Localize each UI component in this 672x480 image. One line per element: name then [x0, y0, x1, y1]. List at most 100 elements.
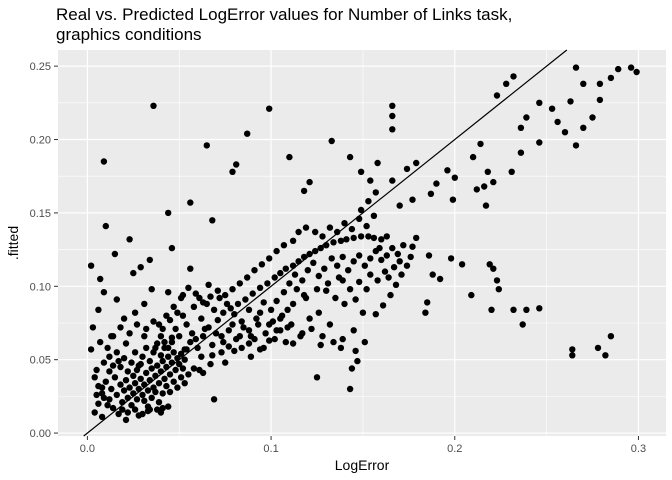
data-point — [447, 255, 455, 262]
data-point — [295, 228, 302, 236]
data-point — [117, 381, 124, 388]
data-point — [168, 244, 176, 252]
data-point — [179, 365, 187, 372]
data-point — [198, 315, 205, 322]
data-point — [256, 284, 264, 291]
data-point — [306, 250, 313, 258]
data-point — [159, 390, 166, 397]
data-point — [93, 391, 100, 399]
data-point — [277, 269, 284, 277]
data-point — [214, 287, 221, 294]
data-point — [115, 357, 122, 365]
data-point — [357, 206, 365, 214]
data-point — [207, 360, 214, 368]
data-point — [216, 294, 223, 302]
data-point — [589, 114, 596, 121]
data-point — [126, 384, 133, 391]
data-point — [220, 309, 227, 316]
data-point — [633, 68, 640, 76]
data-point — [321, 265, 328, 272]
data-point — [289, 340, 297, 347]
data-point — [335, 274, 343, 281]
data-point — [209, 352, 216, 359]
data-point — [106, 368, 113, 375]
data-point — [236, 280, 243, 287]
data-point — [148, 365, 155, 372]
data-point — [548, 105, 556, 112]
data-point — [300, 187, 308, 195]
data-point — [203, 142, 210, 149]
data-point — [398, 271, 405, 278]
data-point — [266, 105, 273, 112]
data-point — [172, 325, 179, 333]
data-point — [326, 321, 334, 328]
data-point — [117, 363, 124, 371]
data-point — [580, 80, 587, 88]
chart-title-line-1: Real vs. Predicted LogError values for N… — [56, 5, 513, 24]
data-point — [306, 315, 313, 322]
data-point — [128, 359, 135, 366]
data-point — [227, 305, 234, 312]
data-point — [170, 378, 177, 385]
data-point — [488, 306, 495, 313]
data-point — [383, 233, 390, 240]
data-point — [277, 315, 284, 322]
data-point — [572, 64, 580, 71]
data-point — [247, 353, 255, 360]
data-point — [473, 186, 480, 193]
data-point — [326, 224, 334, 231]
data-point — [120, 387, 128, 394]
data-point — [422, 309, 429, 316]
data-point — [174, 384, 181, 391]
data-point — [255, 321, 262, 328]
data-point — [308, 325, 315, 333]
data-point — [258, 261, 266, 268]
data-point — [168, 338, 176, 346]
data-point — [148, 286, 155, 293]
data-point — [196, 294, 203, 302]
data-point — [381, 268, 389, 275]
data-point — [596, 80, 604, 88]
data-point — [286, 153, 293, 161]
data-point — [343, 236, 350, 243]
data-point — [271, 335, 278, 343]
data-point — [111, 250, 119, 258]
data-point — [108, 333, 115, 340]
data-point — [108, 385, 115, 393]
data-point — [315, 272, 322, 280]
data-point — [365, 233, 372, 240]
data-point — [242, 296, 249, 303]
grid-minor — [58, 50, 666, 436]
data-point — [137, 360, 144, 368]
data-point — [627, 64, 635, 71]
data-point — [569, 346, 576, 353]
data-point — [152, 388, 159, 396]
data-point — [225, 343, 232, 350]
data-point — [324, 280, 332, 287]
data-point — [234, 300, 242, 308]
data-point — [409, 243, 416, 250]
data-point — [352, 347, 359, 355]
data-point — [166, 316, 174, 324]
data-point — [192, 335, 199, 343]
data-point — [231, 311, 238, 318]
data-point — [120, 315, 128, 322]
data-point — [400, 242, 407, 249]
data-point — [177, 350, 185, 357]
data-point — [113, 391, 121, 399]
data-point — [150, 318, 157, 325]
data-point — [572, 142, 580, 149]
data-point — [163, 382, 170, 390]
data-point — [233, 161, 240, 168]
data-point — [284, 306, 291, 313]
data-point — [396, 258, 403, 265]
data-point — [383, 252, 390, 259]
data-point — [185, 284, 192, 291]
data-point — [100, 359, 108, 366]
data-point — [302, 294, 310, 302]
data-point — [98, 413, 106, 421]
data-point — [122, 377, 130, 384]
data-point — [143, 344, 150, 352]
data-point — [100, 289, 108, 296]
data-point — [218, 333, 225, 340]
